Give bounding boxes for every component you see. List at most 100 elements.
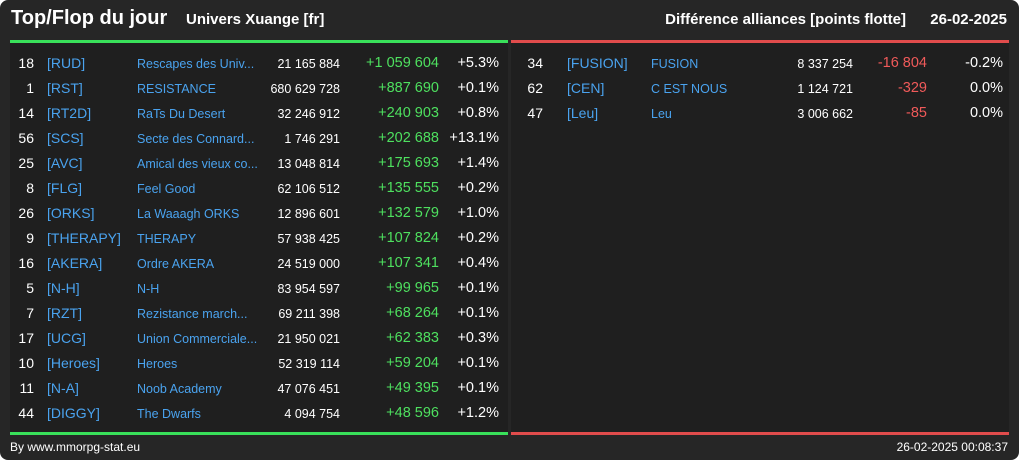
table-row: 56 [SCS] Secte des Connard... 1 746 291 +202… [10,125,508,150]
alliance-name-link[interactable]: RaTs Du Desert [137,107,226,121]
alliance-tag-link[interactable]: [N-H] [47,280,80,296]
points-cell: 83 954 597 [277,282,340,296]
percent-cell: +0.4% [457,255,499,271]
points-cell: 32 246 912 [277,107,340,121]
table-row: 14 [RT2D] RaTs Du Desert 32 246 912 +240 903… [10,100,508,125]
alliance-tag-link[interactable]: [Heroes] [47,355,100,371]
difference-cell: +107 341 [378,255,439,271]
difference-cell: +68 264 [386,305,439,321]
alliance-name-link[interactable]: C EST NOUS [651,82,728,96]
table-row: 16 [AKERA] Ordre AKERA 24 519 000 +107 341 +0… [10,250,508,275]
alliance-tag-link[interactable]: [CEN] [567,80,605,96]
points-cell: 57 938 425 [277,232,340,246]
alliance-tag-link[interactable]: [Leu] [567,105,599,121]
footer-credit[interactable]: By www.mmorpg-stat.eu [10,440,141,454]
alliance-name-link[interactable]: Union Commerciale... [137,332,258,346]
alliance-tag-link[interactable]: [AVC] [47,155,83,171]
rank-cell: 56 [18,130,34,146]
percent-cell: +0.1% [457,305,499,321]
rank-cell: 18 [18,55,34,71]
table-row: 26 [ORKS] La Waaagh ORKS 12 896 601 +132 579… [10,200,508,225]
rank-cell: 17 [18,330,34,346]
difference-cell: +99 965 [386,280,439,296]
percent-cell: +5.3% [457,55,499,71]
alliance-tag-link[interactable]: [AKERA] [47,255,103,271]
alliance-name-link[interactable]: Rezistance march... [137,307,248,321]
table-row: 62 [CEN] C EST NOUS 1 124 721 -329 0.0% [511,75,1009,100]
rank-cell: 7 [26,305,34,321]
alliance-name-link[interactable]: Ordre AKERA [137,257,215,271]
rank-cell: 5 [26,280,34,296]
alliance-tag-link[interactable]: [RT2D] [47,105,92,121]
alliance-tag-link[interactable]: [THERAPY] [47,230,121,246]
alliance-tag-link[interactable]: [FLG] [47,180,83,196]
points-cell: 62 106 512 [277,182,340,196]
points-cell: 4 094 754 [284,407,340,421]
table-row: 8 [FLG] Feel Good 62 106 512 +135 555 +0.2% [10,175,508,200]
percent-cell: +0.1% [457,80,499,96]
percent-cell: +1.0% [457,205,499,221]
alliance-tag-link[interactable]: [RZT] [47,305,82,321]
alliance-name-link[interactable]: Heroes [137,357,178,371]
difference-cell: +175 693 [378,155,439,171]
difference-cell: -85 [906,105,927,121]
alliance-tag-link[interactable]: [ORKS] [47,205,95,221]
points-cell: 12 896 601 [277,207,340,221]
alliance-name-link[interactable]: THERAPY [137,232,197,246]
rank-cell: 11 [19,380,34,396]
table-row: 34 [FUSION] FUSION 8 337 254 -16 804 -0.2% [511,50,1009,75]
percent-cell: +1.4% [457,155,499,171]
table-row: 11 [N-A] Noob Academy 47 076 451 +49 395 +0.1… [10,375,508,400]
percent-cell: +13.1% [449,130,499,146]
alliance-name-link[interactable]: RESISTANCE [137,82,216,96]
alliance-tag-link[interactable]: [UCG] [47,330,86,346]
alliance-name-link[interactable]: La Waaagh ORKS [137,207,240,221]
alliance-name-link[interactable]: Feel Good [137,182,196,196]
table-row: 18 [RUD] Rescapes des Univ... 21 165 884 +1 … [10,50,508,75]
rank-cell: 34 [527,55,543,71]
table-row: 9 [THERAPY] THERAPY 57 938 425 +107 824 +0.2% [10,225,508,250]
difference-cell: +202 688 [378,130,439,146]
table-row: 17 [UCG] Union Commerciale... 21 950 021 +62… [10,325,508,350]
rank-cell: 26 [18,205,34,221]
header: Top/Flop du jour Univers Xuange [fr] Dif… [0,0,1019,40]
difference-cell: +62 383 [386,330,439,346]
alliance-tag-link[interactable]: [RST] [47,80,83,96]
table-row: 25 [AVC] Amical des vieux co... 13 048 814 +… [10,150,508,175]
alliance-name-link[interactable]: FUSION [651,57,699,71]
difference-cell: +1 059 604 [366,55,439,71]
difference-cell: -16 804 [877,55,927,71]
difference-cell: -329 [897,80,927,96]
subtitle: Différence alliances [points flotte] [665,11,906,28]
points-cell: 680 629 728 [270,82,340,96]
alliance-name-link[interactable]: Noob Academy [137,382,222,396]
alliance-name-link[interactable]: Rescapes des Univ... [137,57,255,71]
alliance-tag-link[interactable]: [RUD] [47,55,86,71]
alliance-name-link[interactable]: N-H [137,282,160,296]
points-cell: 21 165 884 [277,57,340,71]
alliance-tag-link[interactable]: [DIGGY] [47,405,100,421]
points-cell: 47 076 451 [277,382,340,396]
rank-cell: 14 [18,105,34,121]
points-cell: 21 950 021 [277,332,340,346]
rank-cell: 47 [527,105,543,121]
percent-cell: +0.2% [457,180,499,196]
alliance-name-link[interactable]: Secte des Connard... [137,132,255,146]
alliance-tag-link[interactable]: [N-A] [47,380,79,396]
rank-cell: 9 [26,230,34,246]
rank-cell: 16 [18,255,34,271]
alliance-tag-link[interactable]: [SCS] [47,130,84,146]
table-row: 5 [N-H] N-H 83 954 597 +99 965 +0.1% [10,275,508,300]
alliance-name-link[interactable]: Amical des vieux co... [137,157,258,171]
footer-timestamp: 26-02-2025 00:08:37 [896,440,1008,454]
table-row: 47 [Leu] Leu 3 006 662 -85 0.0% [511,100,1009,125]
difference-cell: +240 903 [378,105,439,121]
alliance-name-link[interactable]: Leu [651,107,672,121]
points-cell: 8 337 254 [797,57,853,71]
alliance-tag-link[interactable]: [FUSION] [567,55,628,71]
alliance-name-link[interactable]: The Dwarfs [137,407,201,421]
header-date: 26-02-2025 [930,11,1007,28]
points-cell: 1 124 721 [797,82,853,96]
points-cell: 24 519 000 [277,257,340,271]
